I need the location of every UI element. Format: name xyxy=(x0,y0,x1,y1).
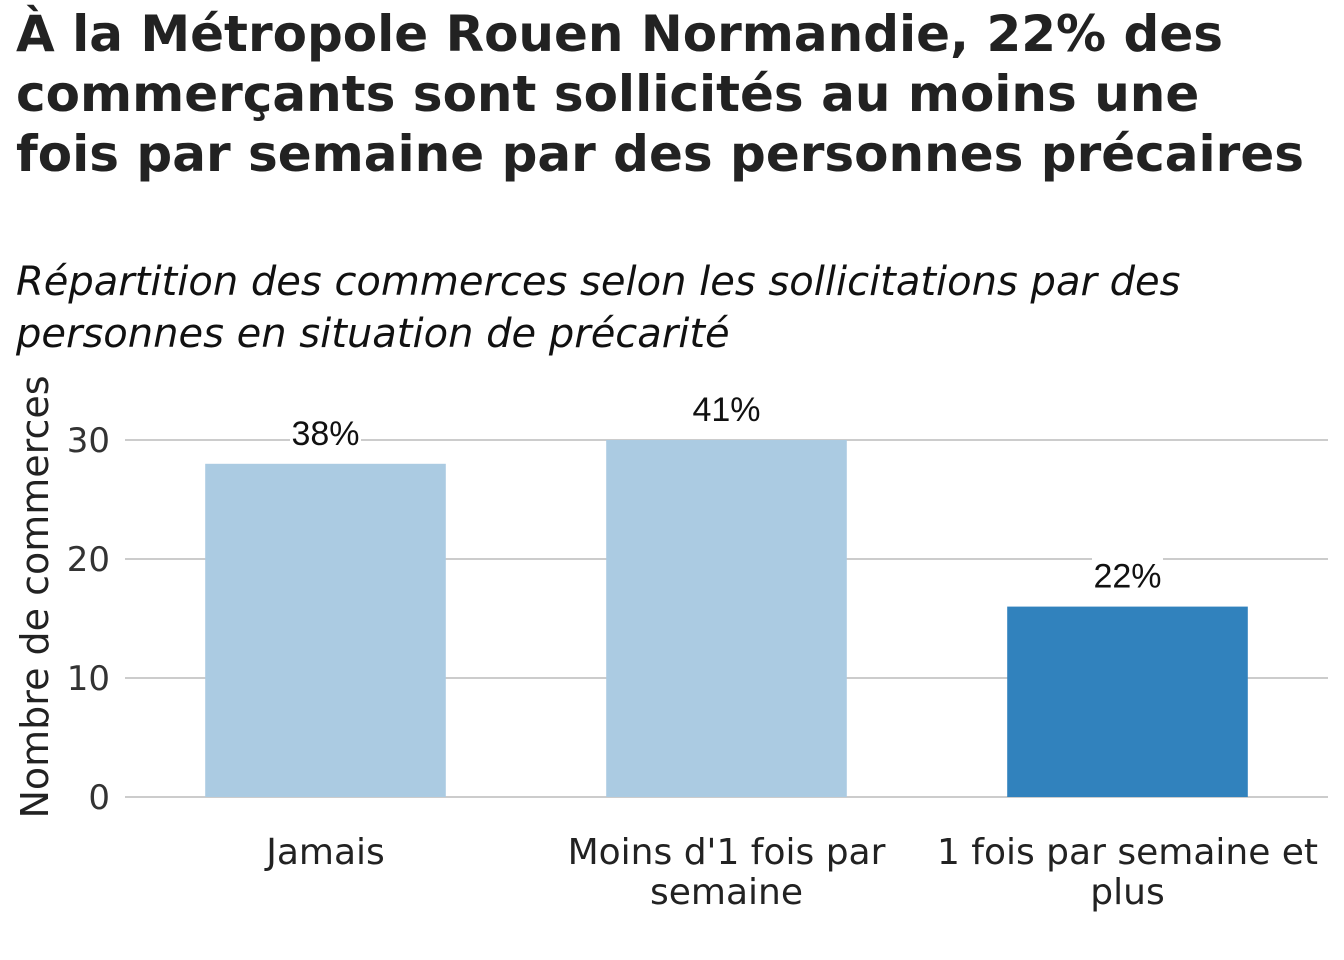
bar xyxy=(205,463,446,797)
x-tick-label: Moins d'1 fois par xyxy=(568,832,886,873)
chart-title: À la Métropole Rouen Normandie, 22% des … xyxy=(16,5,1304,183)
data-label-background xyxy=(290,413,361,454)
bar xyxy=(1007,606,1248,797)
x-tick-label: 1 fois par semaine et xyxy=(937,832,1318,873)
chart-subtitle: Répartition des commerces selon les soll… xyxy=(16,259,1181,357)
x-tick-label: semaine xyxy=(650,872,803,913)
x-tick-label: Jamais xyxy=(264,832,385,873)
y-tick-label: 10 xyxy=(67,659,110,699)
bars xyxy=(205,440,1248,797)
data-label: 41% xyxy=(692,391,760,429)
data-label-background xyxy=(1092,556,1163,597)
y-tick-label: 20 xyxy=(67,540,110,580)
x-tick-label: plus xyxy=(1090,872,1164,913)
data-labels: 38% 41% 22% xyxy=(290,390,1163,597)
y-axis-title: Nombre de commerces xyxy=(13,375,57,818)
y-tick-label: 30 xyxy=(67,421,110,461)
data-label-background xyxy=(691,390,762,430)
bar xyxy=(606,440,847,797)
y-axis-ticks: 0 10 20 30 xyxy=(67,421,110,818)
data-label: 38% xyxy=(291,415,359,453)
y-tick-label: 0 xyxy=(88,778,110,818)
data-label: 22% xyxy=(1093,558,1161,596)
